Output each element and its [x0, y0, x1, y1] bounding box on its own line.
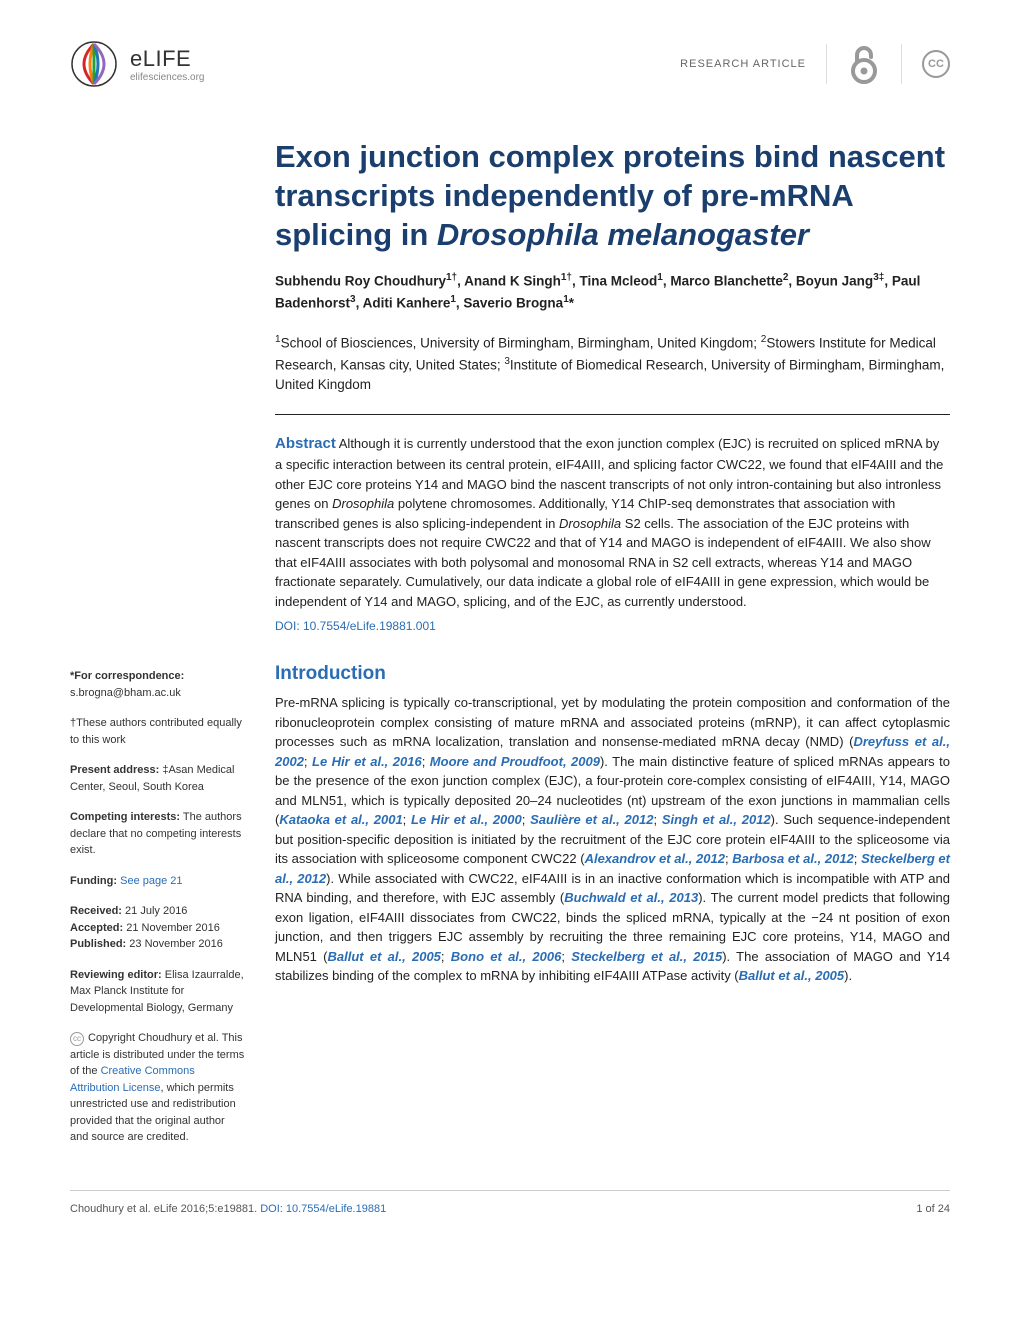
- open-access-icon: [847, 43, 881, 85]
- present-address-block: Present address: ‡Asan Medical Center, S…: [70, 762, 245, 795]
- footer: Choudhury et al. eLife 2016;5:e19881. DO…: [70, 1190, 950, 1215]
- article-title: Exon junction complex proteins bind nasc…: [275, 138, 950, 254]
- received-label: Received:: [70, 905, 122, 917]
- logo-text: eLIFE elifesciences.org: [130, 46, 204, 83]
- received-date: 21 July 2016: [125, 905, 187, 917]
- divider: [901, 44, 902, 84]
- correspondence-label: *For correspondence:: [70, 670, 184, 682]
- funding-link[interactable]: See page 21: [120, 875, 182, 887]
- funding-label: Funding:: [70, 875, 117, 887]
- accepted-label: Accepted:: [70, 922, 123, 934]
- abstract-doi-link[interactable]: DOI: 10.7554/eLife.19881.001: [275, 619, 950, 633]
- dates-block: Received: 21 July 2016 Accepted: 21 Nove…: [70, 903, 245, 953]
- reviewing-block: Reviewing editor: Elisa Izaurralde, Max …: [70, 967, 245, 1017]
- correspondence-email: s.brogna@bham.ac.uk: [70, 687, 181, 699]
- reviewing-label: Reviewing editor:: [70, 969, 162, 981]
- correspondence-block: *For correspondence: s.brogna@bham.ac.uk: [70, 668, 245, 701]
- footer-page: 1 of 24: [916, 1203, 950, 1215]
- logo-section: eLIFE elifesciences.org: [70, 40, 204, 88]
- intro-heading: Introduction: [275, 663, 950, 685]
- abstract-section: Abstract Although it is currently unders…: [275, 433, 950, 612]
- footer-doi[interactable]: DOI: 10.7554/eLife.19881: [260, 1203, 386, 1215]
- published-label: Published:: [70, 938, 126, 950]
- accepted-date: 21 November 2016: [126, 922, 220, 934]
- competing-label: Competing interests:: [70, 811, 180, 823]
- contrib-block: †These authors contributed equally to th…: [70, 715, 245, 748]
- funding-block: Funding: See page 21: [70, 873, 245, 890]
- article-type: RESEARCH ARTICLE: [680, 58, 806, 70]
- header-bar: eLIFE elifesciences.org RESEARCH ARTICLE…: [70, 40, 950, 88]
- footer-left: Choudhury et al. eLife 2016;5:e19881. DO…: [70, 1203, 386, 1215]
- elife-logo-icon: [70, 40, 118, 88]
- competing-block: Competing interests: The authors declare…: [70, 809, 245, 859]
- article-body: Exon junction complex proteins bind nasc…: [275, 138, 950, 1160]
- header-right: RESEARCH ARTICLE CC: [680, 43, 950, 85]
- cc-icon: CC: [922, 50, 950, 78]
- logo-url: elifesciences.org: [130, 72, 204, 83]
- divider: [826, 44, 827, 84]
- affiliations: 1School of Biosciences, University of Bi…: [275, 332, 950, 415]
- sidebar: *For correspondence: s.brogna@bham.ac.uk…: [70, 138, 245, 1160]
- copyright-text: Copyright Choudhury et al. This article …: [70, 1032, 244, 1143]
- intro-text: Pre-mRNA splicing is typically co-transc…: [275, 693, 950, 986]
- cc-small-icon: cc: [70, 1032, 84, 1046]
- abstract-label: Abstract: [275, 435, 336, 452]
- authors-list: Subhendu Roy Choudhury1†, Anand K Singh1…: [275, 270, 950, 314]
- main-content: *For correspondence: s.brogna@bham.ac.uk…: [70, 138, 950, 1160]
- copyright-block: ccCopyright Choudhury et al. This articl…: [70, 1030, 245, 1146]
- published-date: 23 November 2016: [129, 938, 223, 950]
- present-label: Present address:: [70, 764, 159, 776]
- footer-citation: Choudhury et al. eLife 2016;5:e19881.: [70, 1203, 257, 1215]
- logo-name: eLIFE: [130, 46, 204, 72]
- abstract-text: Although it is currently understood that…: [275, 436, 943, 609]
